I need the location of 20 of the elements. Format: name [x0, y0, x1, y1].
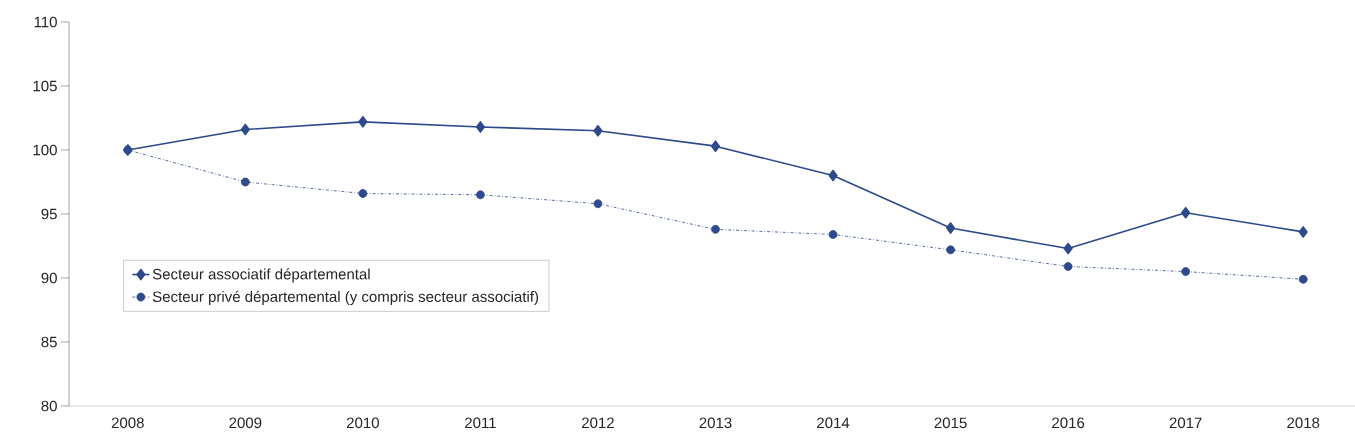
y-tick-label: 90: [41, 272, 57, 284]
x-tick-label: 2014: [817, 417, 850, 429]
x-tick-label: 2013: [699, 417, 732, 429]
x-tick-label: 2011: [465, 417, 496, 429]
y-tick-label: 85: [41, 336, 57, 348]
x-tick-label: 2015: [934, 417, 967, 429]
x-tick-label: 2016: [1052, 417, 1085, 429]
legend-label: Secteur associatif départemental: [152, 268, 370, 283]
x-tick-label: 2010: [346, 417, 379, 429]
x-tick-label: 2012: [582, 417, 614, 429]
x-tick-label: 2018: [1287, 417, 1320, 429]
x-tick-label: 2017: [1169, 417, 1202, 429]
y-tick-label: 105: [33, 80, 57, 92]
y-tick-label: 95: [41, 208, 57, 220]
x-tick-label: 2009: [229, 417, 262, 429]
y-tick-label: 110: [34, 16, 57, 28]
x-tick-label: 2008: [111, 417, 144, 429]
legend-label: Secteur privé départemental (y compris secteur associatif): [152, 290, 539, 305]
y-tick-label: 100: [33, 144, 57, 156]
y-tick-label: 80: [41, 400, 57, 412]
